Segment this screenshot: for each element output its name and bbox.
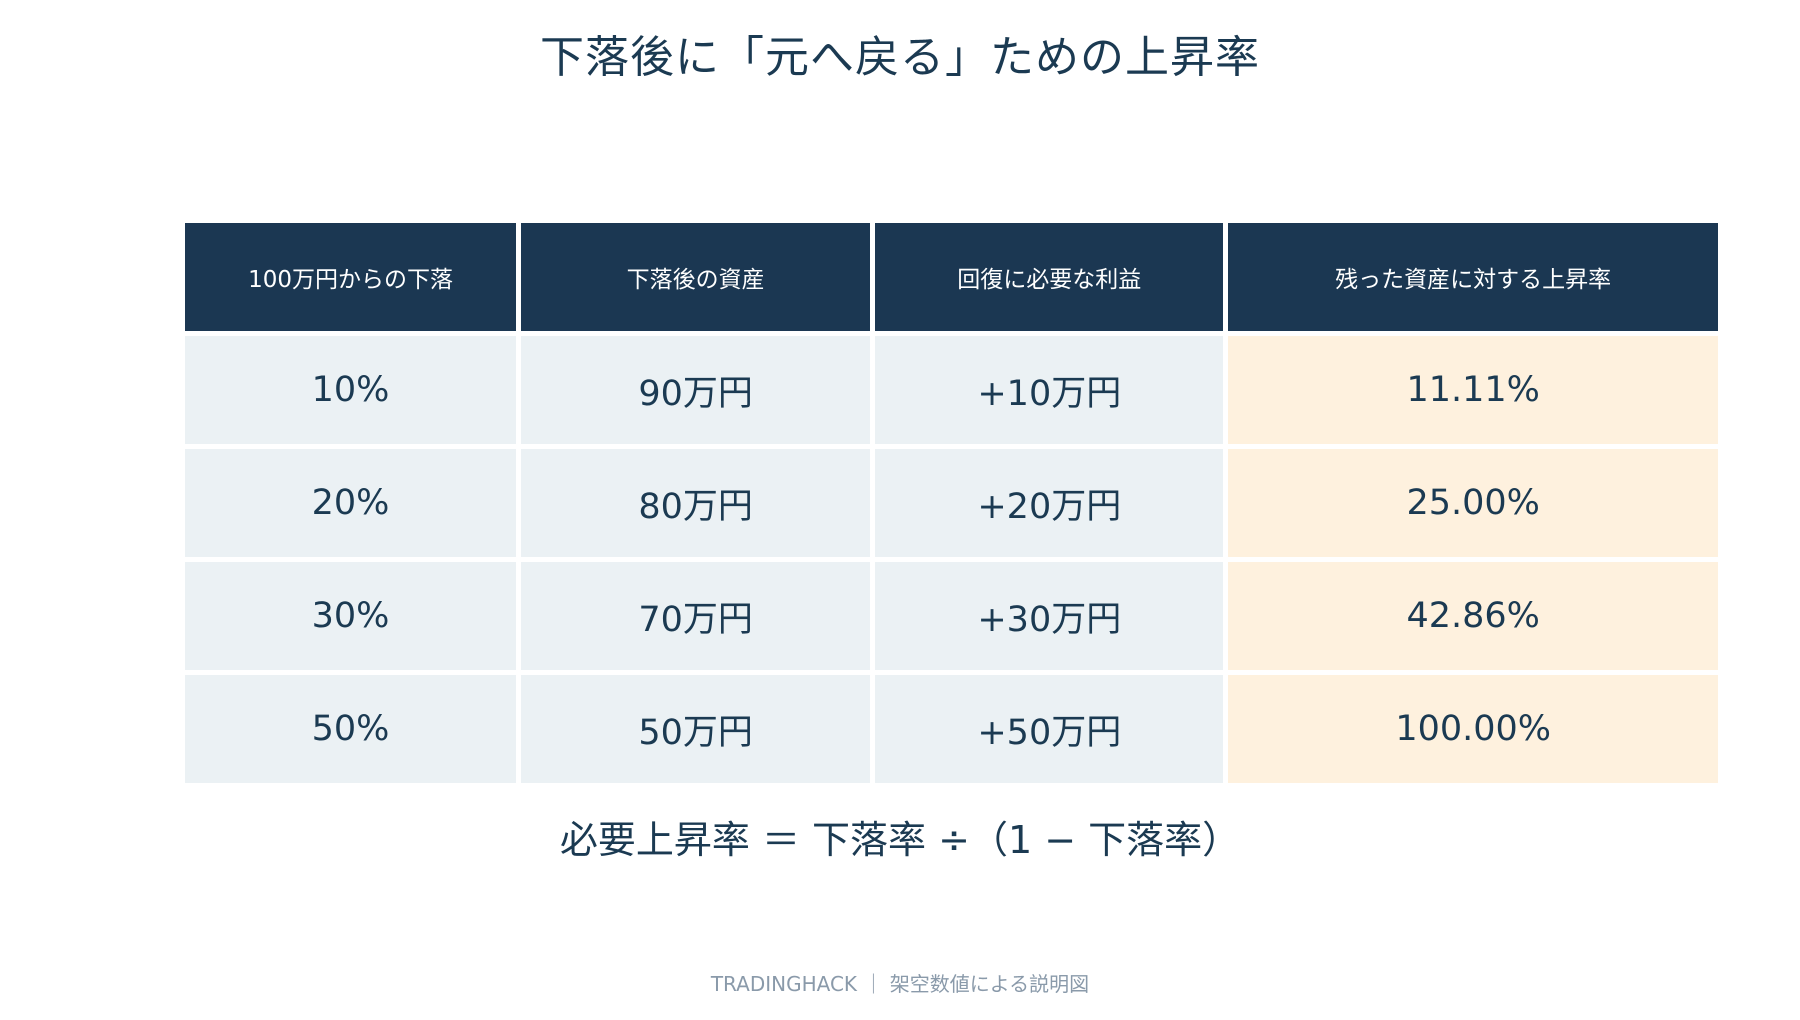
footer-credit: TRADINGHACK ｜ 架空数値による説明図 — [710, 972, 1090, 996]
table-row: 50% 50万円 +50万円 100.00% — [185, 675, 1718, 783]
cell-assets-after: 90万円 — [521, 336, 871, 444]
cell-required-rise: 11.11% — [1228, 336, 1718, 444]
table-header-row: 100万円からの下落 下落後の資産 回復に必要な利益 残った資産に対する上昇率 — [185, 223, 1718, 331]
column-header-needed-profit: 回復に必要な利益 — [875, 223, 1224, 331]
cell-needed-profit: +30万円 — [875, 562, 1224, 670]
cell-needed-profit: +20万円 — [875, 449, 1224, 557]
cell-assets-after: 80万円 — [521, 449, 871, 557]
cell-drop: 50% — [185, 675, 517, 783]
table-row: 20% 80万円 +20万円 25.00% — [185, 449, 1718, 557]
cell-drop: 20% — [185, 449, 517, 557]
table-row: 10% 90万円 +10万円 11.11% — [185, 336, 1718, 444]
cell-needed-profit: +10万円 — [875, 336, 1224, 444]
cell-needed-profit: +50万円 — [875, 675, 1224, 783]
recovery-table: 100万円からの下落 下落後の資産 回復に必要な利益 残った資産に対する上昇率 … — [180, 218, 1723, 788]
cell-drop: 10% — [185, 336, 517, 444]
cell-assets-after: 70万円 — [521, 562, 871, 670]
page-title: 下落後に「元へ戻る」ための上昇率 — [540, 32, 1260, 83]
cell-required-rise: 100.00% — [1228, 675, 1718, 783]
column-header-drop: 100万円からの下落 — [185, 223, 517, 331]
column-header-required-rise: 残った資産に対する上昇率 — [1228, 223, 1718, 331]
formula-text: 必要上昇率 ＝ 下落率 ÷（1 − 下落率） — [559, 818, 1241, 862]
cell-drop: 30% — [185, 562, 517, 670]
cell-required-rise: 42.86% — [1228, 562, 1718, 670]
table-row: 30% 70万円 +30万円 42.86% — [185, 562, 1718, 670]
cell-required-rise: 25.00% — [1228, 449, 1718, 557]
column-header-assets-after: 下落後の資産 — [521, 223, 871, 331]
cell-assets-after: 50万円 — [521, 675, 871, 783]
